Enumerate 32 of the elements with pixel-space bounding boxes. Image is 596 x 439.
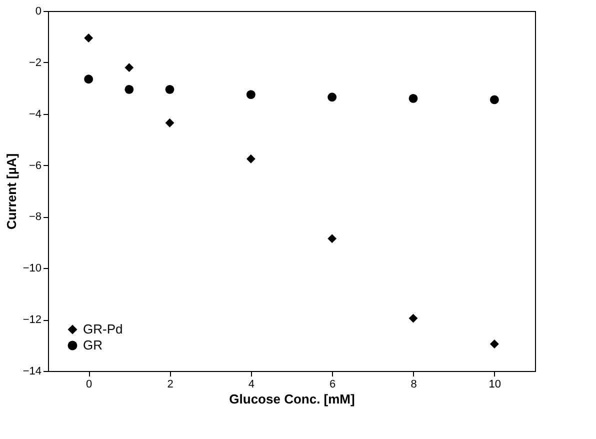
y-tick-label: 0 xyxy=(35,6,42,18)
point xyxy=(165,84,174,94)
point xyxy=(408,94,418,103)
point xyxy=(165,118,174,128)
x-tick-label: 4 xyxy=(248,378,254,390)
point xyxy=(84,74,94,84)
y-tick-label: −12 xyxy=(22,314,42,326)
point xyxy=(246,90,256,100)
x-axis-title: Glucose Conc. [mM] xyxy=(229,392,355,406)
x-tick-label: 0 xyxy=(86,378,92,390)
y-tick-label: −14 xyxy=(22,366,42,378)
y-tick-label: −6 xyxy=(28,160,42,172)
point xyxy=(328,234,337,244)
x-tick-label: 6 xyxy=(330,378,336,390)
point xyxy=(84,34,94,42)
point xyxy=(408,314,418,323)
x-tick-label: 8 xyxy=(410,378,417,390)
point xyxy=(246,154,256,164)
x-tick-label: 10 xyxy=(488,378,502,390)
x-tick-label: 2 xyxy=(167,378,174,390)
y-tick-label: −2 xyxy=(28,56,42,69)
y-tick-label: −4 xyxy=(28,108,42,120)
legend-label: GR-Pd xyxy=(83,322,123,336)
y-axis-title: Current [µA] xyxy=(4,153,19,230)
point xyxy=(328,92,337,102)
point xyxy=(490,95,499,104)
y-tick-label: −8 xyxy=(28,211,42,224)
point xyxy=(124,63,134,72)
legend-label: GR xyxy=(83,338,102,352)
point xyxy=(124,84,134,94)
y-tick-label: −10 xyxy=(22,262,42,275)
point xyxy=(490,340,499,348)
